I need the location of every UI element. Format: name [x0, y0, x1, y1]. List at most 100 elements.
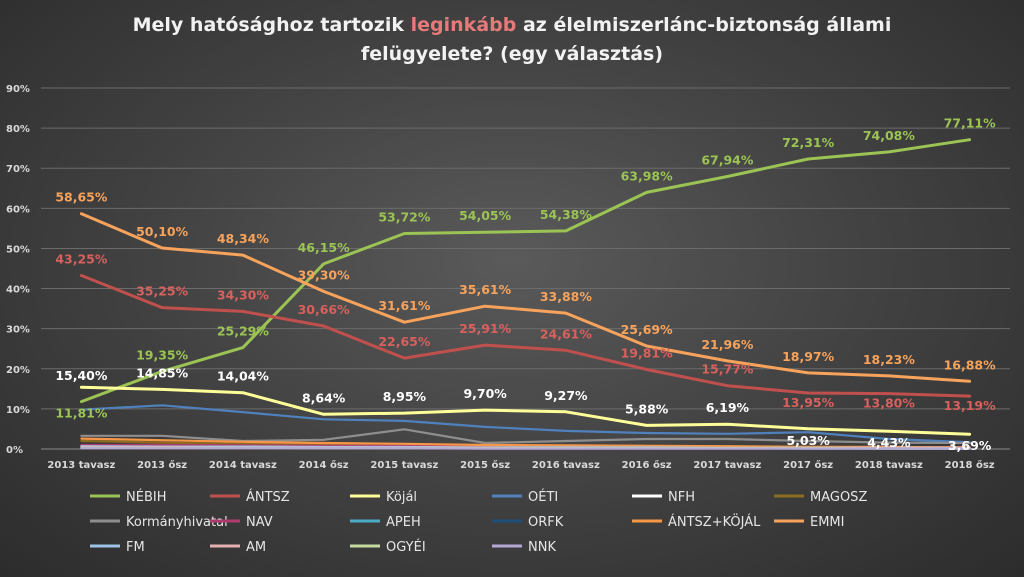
y-tick-label: 30%	[6, 325, 30, 336]
x-tick-label: 2013 tavasz	[47, 460, 115, 471]
x-tick-label: 2017 ősz	[783, 459, 833, 471]
data-label-emmi: 48,34%	[217, 231, 270, 246]
data-label--ntsz: 15,77%	[701, 362, 754, 377]
legend-item-nav: NAV	[210, 515, 273, 530]
legend-label: OÉTI	[528, 489, 558, 505]
legend-label: AM	[246, 540, 266, 555]
series-line-emmi	[79, 212, 972, 383]
data-label-k-j-l: 14,85%	[136, 365, 189, 380]
y-tick-label: 70%	[6, 164, 30, 175]
data-label-n-bih: 67,94%	[701, 152, 754, 167]
data-label-emmi: 50,10%	[136, 224, 189, 239]
legend-item-nnk: NNK	[492, 540, 556, 555]
data-label-k-j-l: 3,69%	[948, 438, 992, 453]
data-label-emmi: 21,96%	[701, 337, 754, 352]
x-tick-label: 2015 tavasz	[370, 460, 438, 471]
legend-label: NÉBIH	[126, 489, 166, 505]
legend-label: EMMI	[810, 515, 844, 530]
data-label-k-j-l: 5,88%	[625, 401, 669, 416]
y-axis: 0% 10% 20% 30% 40% 50% 60% 70% 80% 90%	[6, 84, 30, 456]
data-label-emmi: 33,88%	[540, 289, 593, 304]
data-label-emmi: 16,88%	[944, 357, 997, 372]
data-label--ntsz: 13,95%	[782, 395, 835, 410]
legend-label: MAGOSZ	[810, 490, 867, 505]
data-labels: 11,81% 19,35% 25,29% 46,15% 53,72% 54,05% 54,3…	[55, 116, 996, 453]
y-tick-label: 10%	[6, 405, 30, 416]
legend: NÉBIH ÁNTSZ Köjál OÉTI NFH MAGOSZ Kormányhivat…	[90, 489, 867, 555]
series-line-n-bih	[79, 138, 972, 404]
legend-label: NNK	[528, 540, 556, 555]
chart-title-part-2: az élelmiszerlánc-biztonság állami	[516, 14, 891, 36]
data-label--ntsz: 19,81%	[621, 346, 674, 361]
legend-item-am: AM	[210, 540, 266, 555]
legend-label: Kormányhivatal	[126, 515, 228, 530]
legend-label: APEH	[386, 515, 421, 530]
x-tick-label: 2017 tavasz	[693, 460, 761, 471]
data-label-n-bih: 11,81%	[55, 406, 108, 421]
x-tick-label: 2014 tavasz	[209, 460, 277, 471]
data-label--ntsz: 13,19%	[944, 398, 997, 413]
y-tick-label: 40%	[6, 285, 30, 296]
data-label-k-j-l: 8,95%	[383, 389, 427, 404]
data-label--ntsz: 24,61%	[540, 326, 593, 341]
series-lines	[79, 138, 972, 450]
data-label-k-j-l: 15,40%	[55, 368, 108, 383]
data-label-n-bih: 77,11%	[944, 116, 997, 131]
legend-label: FM	[126, 540, 145, 555]
x-tick-label: 2016 ősz	[622, 459, 672, 471]
data-label-k-j-l: 6,19%	[706, 400, 750, 415]
y-tick-label: 0%	[6, 445, 23, 456]
chart-title-line-2: felügyelete? (egy választás)	[361, 43, 663, 65]
data-label-n-bih: 53,72%	[378, 210, 431, 225]
legend-label: ORFK	[528, 515, 564, 530]
data-label-n-bih: 19,35%	[136, 347, 189, 362]
data-label-emmi: 39,30%	[298, 267, 351, 282]
legend-label: ÁNTSZ+KÖJÁL	[668, 513, 761, 530]
data-label-n-bih: 46,15%	[298, 240, 351, 255]
data-label--ntsz: 34,30%	[217, 287, 270, 302]
data-label-emmi: 25,69%	[621, 322, 674, 337]
legend-item-emmi: EMMI	[774, 515, 844, 530]
data-label-k-j-l: 14,04%	[217, 369, 270, 384]
legend-item-orfk: ORFK	[492, 515, 564, 530]
data-label-emmi: 18,97%	[782, 349, 835, 364]
legend-label: NFH	[668, 490, 695, 505]
data-label-emmi: 18,23%	[863, 352, 916, 367]
data-label-emmi: 35,61%	[459, 282, 512, 297]
data-label-emmi: 31,61%	[378, 298, 431, 313]
data-label-k-j-l: 5,03%	[786, 433, 830, 448]
legend-item-apeh: APEH	[350, 515, 421, 530]
data-label--ntsz: 22,65%	[378, 334, 431, 349]
x-tick-label: 2016 tavasz	[532, 460, 600, 471]
legend-label: NAV	[246, 515, 273, 530]
data-label-n-bih: 74,08%	[863, 128, 916, 143]
legend-item-n-bih: NÉBIH	[90, 489, 166, 505]
data-label-k-j-l: 4,43%	[867, 435, 911, 450]
series-line-o-ti	[80, 404, 971, 444]
data-label-n-bih: 25,29%	[217, 324, 270, 339]
data-label--ntsz: 25,91%	[459, 321, 512, 336]
legend-label: ÁNTSZ	[246, 489, 290, 505]
series-line-korm-nyhivatal	[80, 428, 971, 445]
data-label-n-bih: 54,05%	[459, 208, 512, 223]
data-label--ntsz: 13,80%	[863, 396, 916, 411]
y-tick-label: 50%	[6, 244, 30, 255]
data-label-n-bih: 72,31%	[782, 135, 835, 150]
legend-item-fm: FM	[90, 540, 145, 555]
chart-title-part-1: Mely hatósághoz tartozik	[133, 14, 411, 36]
x-tick-label: 2018 ősz	[945, 459, 995, 471]
legend-item--ntsz: ÁNTSZ	[210, 489, 290, 505]
x-tick-label: 2015 ősz	[460, 459, 510, 471]
legend-item-ogy-i: OGYÉI	[350, 539, 426, 555]
data-label--ntsz: 43,25%	[55, 252, 108, 267]
series-line--ntsz	[79, 274, 972, 398]
data-label--ntsz: 30,66%	[298, 302, 351, 317]
data-label-emmi: 58,65%	[55, 190, 108, 205]
legend-label: Köjál	[386, 490, 417, 505]
legend-item-magosz: MAGOSZ	[774, 490, 867, 505]
chart-title-highlight: leginkább	[411, 14, 517, 36]
legend-item-nfh: NFH	[632, 490, 695, 505]
legend-item-korm-nyhivatal: Kormányhivatal	[90, 515, 228, 530]
data-label-n-bih: 54,38%	[540, 207, 593, 222]
legend-item-k-j-l: Köjál	[350, 490, 417, 505]
